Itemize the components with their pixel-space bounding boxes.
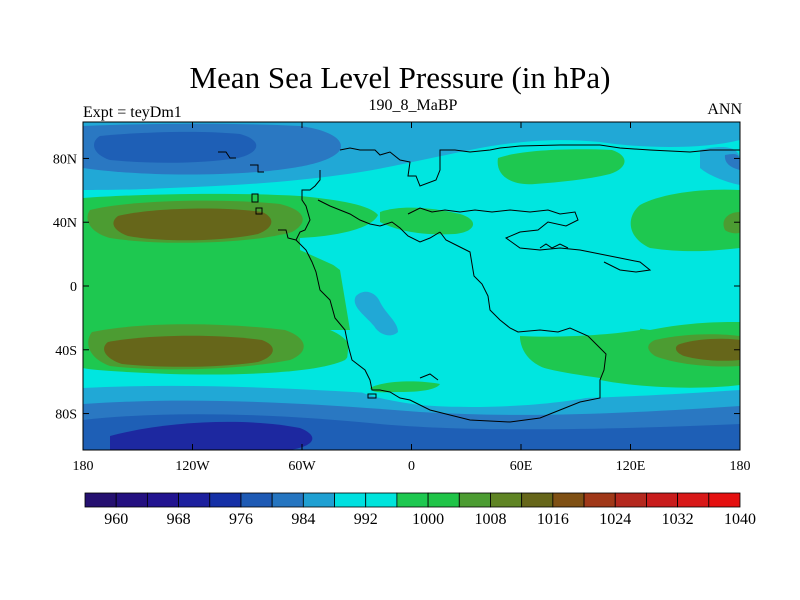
colorbar-box (490, 492, 523, 508)
colorbar-box (583, 492, 616, 508)
field-west-1008 (83, 245, 350, 330)
colorbar-box (677, 492, 710, 508)
colorbar-box (458, 492, 491, 508)
outline-island-8 (539, 243, 569, 249)
season-label: ANN (707, 101, 742, 118)
experiment-label: Expt = teyDm1 (83, 104, 182, 121)
field-nhigh-1024 (113, 208, 272, 241)
outline-asia-south (407, 207, 652, 273)
period-label: 190_8_MaBP (368, 97, 458, 114)
colorbar-box (271, 492, 304, 508)
y-tick-label: 40S (55, 344, 77, 359)
colorbar-box (552, 492, 585, 508)
field-ocean-low (354, 291, 398, 336)
colorbar-label: 1016 (537, 511, 569, 528)
field-north-976 (94, 131, 257, 163)
pressure-field (83, 122, 740, 450)
colorbar-label: 992 (354, 511, 378, 528)
colorbar-box (84, 492, 117, 508)
field-seast-1024 (675, 338, 740, 361)
colorbar: 960 968 976 984 992 1000 1008 1016 1024 1032 1040 (84, 492, 756, 528)
field-shelf-1008 (370, 381, 440, 393)
colorbar-box (115, 492, 148, 508)
colorbar-box (427, 492, 460, 508)
colorbar-label: 1040 (724, 511, 756, 528)
colorbar-label: 968 (167, 511, 191, 528)
x-tick-label: 60W (288, 459, 316, 474)
field-ocean-1000 (300, 235, 640, 407)
axis-ticks: 80N 40N 0 40S 80S 180 120W 60W 0 60E 120E 180 (53, 122, 751, 474)
y-tick-label: 0 (70, 280, 77, 295)
colorbar-box (209, 492, 242, 508)
x-tick-label: 120W (175, 459, 210, 474)
colorbar-box (146, 492, 179, 508)
outline-island-2 (250, 164, 264, 173)
colorbar-box (302, 492, 335, 508)
x-tick-label: 180 (73, 459, 94, 474)
colorbar-label: 1032 (662, 511, 694, 528)
outline-west-coast (295, 170, 607, 423)
field-tethys-1008 (380, 207, 474, 235)
continent-outlines (218, 144, 740, 423)
colorbar-box (396, 492, 429, 508)
colorbar-box (521, 492, 554, 508)
colorbar-box (646, 492, 679, 508)
colorbar-box (334, 492, 367, 508)
colorbar-label: 1000 (412, 511, 444, 528)
x-tick-label: 180 (730, 459, 751, 474)
colorbar-label: 976 (229, 511, 253, 528)
field-shigh-1024 (104, 335, 273, 367)
field-ne-1016 (723, 212, 740, 234)
x-tick-label: 120E (616, 459, 646, 474)
x-tick-label: 0 (408, 459, 415, 474)
colorbar-label: 960 (104, 511, 128, 528)
outline-north-coast (339, 144, 740, 187)
colorbar-label: 1024 (599, 511, 631, 528)
y-tick-label: 80S (55, 408, 77, 423)
outline-island-3 (251, 193, 259, 203)
y-tick-label: 40N (53, 216, 77, 231)
outline-tethys-north (317, 199, 441, 243)
outline-island-4 (255, 207, 263, 215)
colorbar-label: 1008 (474, 511, 506, 528)
colorbar-label: 984 (291, 511, 315, 528)
field-ne-1008 (630, 189, 740, 252)
outline-island-6 (367, 393, 377, 399)
colorbar-box (708, 492, 741, 508)
colorbar-box (614, 492, 647, 508)
colorbar-box (240, 492, 273, 508)
x-tick-label: 60E (510, 459, 533, 474)
outline-island-1 (218, 151, 236, 159)
field-south-968 (110, 421, 313, 450)
colorbar-box (178, 492, 211, 508)
plot-title: Mean Sea Level Pressure (in hPa) (189, 60, 611, 95)
outline-island-5 (278, 229, 297, 241)
colorbar-box (365, 492, 398, 508)
y-tick-label: 80N (53, 152, 77, 167)
outline-island-7 (419, 373, 439, 381)
field-asia-1008 (497, 149, 625, 185)
